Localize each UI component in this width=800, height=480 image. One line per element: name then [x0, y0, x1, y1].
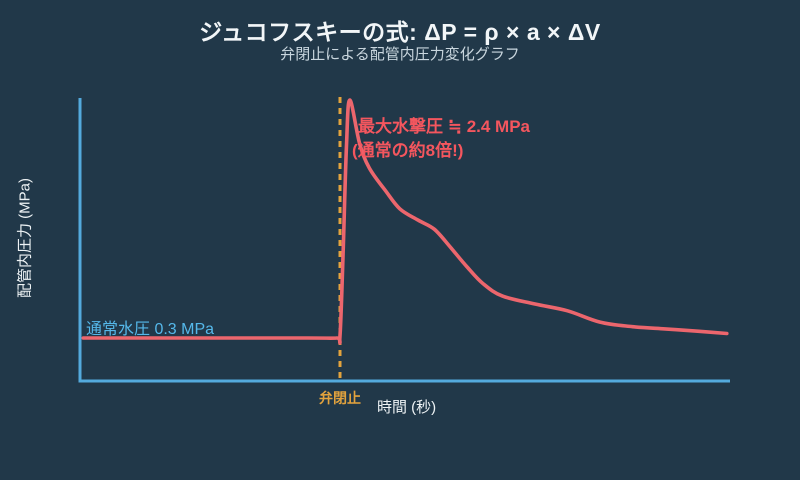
max-pressure-note: (通常の約8倍!) — [352, 141, 464, 160]
pressure-curve — [81, 98, 729, 345]
normal-pressure-label: 通常水圧 0.3 MPa — [86, 321, 215, 338]
valve-close-label: 弁閉止 — [319, 390, 361, 406]
chart-subtitle: 弁閉止による配管内圧力変化グラフ — [280, 46, 520, 63]
x-axis-label: 時間 (秒) — [377, 399, 437, 416]
chart-title: ジュコフスキーの式: ΔP = ρ × a × ΔV — [199, 19, 601, 45]
max-pressure-annotation: 最大水撃圧 ≒ 2.4 MPa — [358, 117, 531, 136]
y-axis-label: 配管内圧力 (MPa) — [16, 177, 34, 299]
